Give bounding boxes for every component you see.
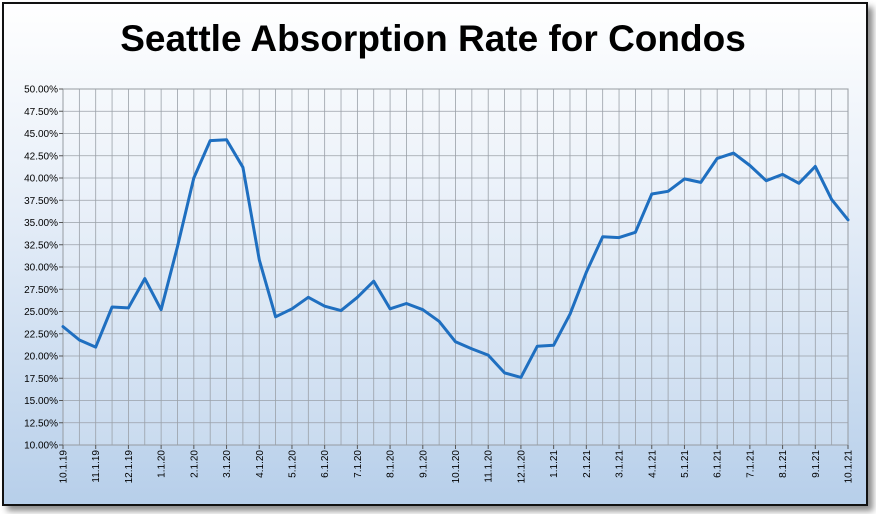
x-tick-label: 5.1.21	[680, 450, 691, 478]
x-tick-label: 3.1.20	[222, 450, 233, 478]
data-point	[765, 179, 768, 182]
x-tick-label: 12.1.20	[516, 450, 527, 484]
data-point	[61, 325, 65, 328]
x-tick-label: 1.1.21	[549, 450, 560, 478]
x-tick-label: 9.1.20	[418, 450, 429, 478]
y-tick-label: 50.00%	[24, 85, 58, 96]
data-point	[830, 198, 833, 201]
x-tick-label: 4.1.21	[647, 450, 658, 478]
data-point	[372, 280, 375, 283]
data-point	[437, 320, 441, 323]
data-point	[846, 218, 850, 222]
data-point	[552, 344, 555, 347]
x-tick-label: 11.1.19	[91, 450, 102, 483]
grid-lines	[62, 88, 849, 446]
data-point	[699, 181, 703, 184]
x-tick-label: 12.1.19	[124, 450, 135, 484]
data-point	[421, 308, 424, 311]
data-point	[94, 345, 97, 349]
data-point	[159, 308, 163, 311]
chart-title: Seattle Absorption Rate for Condos	[120, 18, 746, 59]
data-point	[78, 338, 81, 342]
y-tick-label: 20.00%	[24, 352, 58, 363]
chart-frame	[2, 2, 868, 506]
x-tick-label: 10.1.20	[451, 450, 462, 484]
data-point	[748, 164, 752, 167]
data-point	[732, 151, 735, 155]
x-axis: 10.1.19 11.1.19 12.1.19 1.1.20 2.1.20 3.1.20 4…	[59, 445, 855, 483]
data-point	[470, 347, 474, 351]
data-point	[405, 302, 408, 305]
x-tick-label: 6.1.20	[320, 450, 331, 478]
y-tick-label: 30.00%	[24, 263, 58, 274]
data-point	[617, 236, 621, 239]
y-tick-label: 37.50%	[24, 196, 58, 207]
data-point	[176, 245, 179, 248]
data-point	[339, 309, 343, 312]
y-tick-label: 45.00%	[24, 129, 58, 140]
x-tick-label: 11.1.20	[484, 450, 495, 483]
data-point	[454, 340, 457, 343]
y-tick-label: 40.00%	[24, 174, 58, 185]
data-point	[634, 231, 637, 234]
data-point	[143, 277, 146, 280]
data-point	[797, 182, 801, 185]
data-point	[781, 173, 784, 176]
y-tick-label: 27.50%	[24, 285, 58, 296]
data-point	[388, 307, 392, 311]
data-point	[683, 177, 686, 181]
y-tick-label: 22.50%	[24, 329, 58, 340]
x-tick-label: 4.1.20	[255, 450, 266, 478]
data-point	[307, 296, 310, 299]
data-point	[568, 312, 572, 316]
data-point	[536, 345, 539, 348]
y-tick-label: 10.00%	[24, 441, 58, 452]
data-point	[290, 307, 294, 311]
y-tick-label: 35.00%	[24, 218, 58, 229]
x-tick-label: 10.1.19	[59, 450, 70, 484]
data-point	[241, 166, 245, 169]
data-point	[650, 192, 653, 196]
x-tick-label: 2.1.20	[189, 450, 200, 478]
data-point	[356, 296, 359, 299]
data-point	[225, 138, 228, 141]
data-point	[110, 305, 114, 309]
x-tick-label: 1.1.20	[157, 450, 168, 478]
data-point	[487, 353, 490, 357]
series-line-group	[61, 138, 850, 379]
data-point	[208, 139, 212, 142]
data-point	[666, 190, 670, 193]
data-point	[519, 376, 523, 379]
data-point	[258, 258, 261, 262]
x-tick-label: 9.1.21	[811, 450, 822, 478]
x-tick-label: 2.1.21	[582, 450, 593, 478]
data-point	[192, 176, 196, 180]
x-tick-label: 8.1.21	[778, 450, 789, 478]
x-tick-label: 5.1.20	[287, 450, 298, 478]
y-tick-label: 25.00%	[24, 307, 58, 318]
data-point	[127, 306, 130, 310]
x-tick-label: 3.1.21	[615, 450, 626, 478]
y-tick-label: 15.00%	[24, 396, 58, 407]
y-tick-label: 17.50%	[24, 374, 58, 385]
x-tick-label: 7.1.20	[353, 450, 364, 478]
x-tick-label: 10.1.21	[844, 450, 855, 484]
x-tick-label: 8.1.20	[386, 450, 397, 478]
data-point	[715, 157, 719, 160]
data-point	[274, 315, 277, 319]
data-point	[814, 165, 817, 168]
data-point	[601, 235, 604, 238]
data-point	[323, 304, 326, 308]
x-tick-label: 7.1.21	[745, 450, 756, 478]
y-tick-label: 47.50%	[24, 107, 58, 118]
data-point	[503, 371, 506, 375]
y-axis: 10.00% 12.50% 15.00% 17.50% 20.00% 22.50% 25.0…	[24, 85, 63, 452]
y-tick-label: 12.50%	[24, 418, 58, 429]
y-tick-label: 32.50%	[24, 240, 58, 251]
data-point	[585, 271, 588, 274]
x-tick-label: 6.1.21	[713, 450, 724, 478]
y-tick-label: 42.50%	[24, 151, 58, 162]
